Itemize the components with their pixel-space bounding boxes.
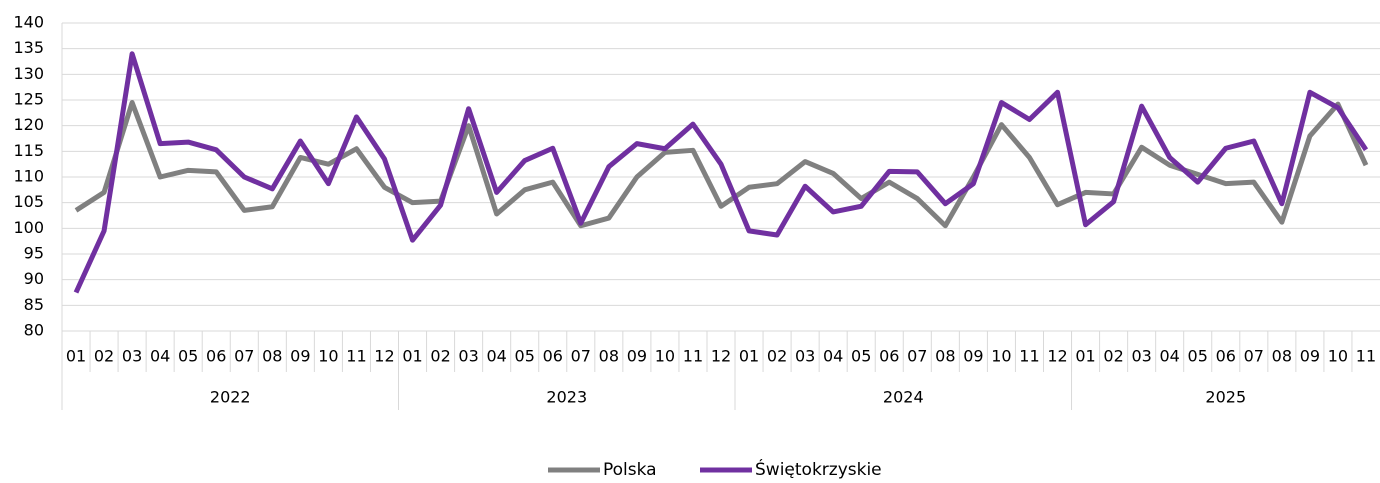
series-line: [73, 51, 1369, 294]
y-tick-label: 80: [24, 321, 44, 340]
x-tick-label: 11: [1356, 347, 1376, 366]
x-tick-label: 04: [823, 347, 843, 366]
x-tick-label: 09: [627, 347, 647, 366]
x-tick-label: 09: [1300, 347, 1320, 366]
x-tick-label: 11: [683, 347, 703, 366]
y-tick-label: 100: [13, 218, 44, 237]
x-tick-label: 06: [543, 347, 563, 366]
x-tick-label: 05: [1188, 347, 1208, 366]
x-tick-label: 03: [795, 347, 815, 366]
x-tick-label: 08: [599, 347, 619, 366]
x-tick-label: 03: [122, 347, 142, 366]
x-tick-label: 01: [66, 347, 86, 366]
x-tick-label: 03: [458, 347, 478, 366]
x-tick-label: 07: [571, 347, 591, 366]
x-tick-label: 05: [515, 347, 535, 366]
x-tick-label: 08: [262, 347, 282, 366]
x-tick-label: 01: [1075, 347, 1095, 366]
y-tick-label: 90: [24, 269, 44, 288]
x-tick-label: 02: [94, 347, 114, 366]
x-tick-label: 02: [430, 347, 450, 366]
x-tick-label: 05: [178, 347, 198, 366]
x-tick-label: 11: [1019, 347, 1039, 366]
legend-label: Świętokrzyskie: [755, 458, 882, 480]
x-tick-label: 06: [206, 347, 226, 366]
x-group-label: 2023: [546, 388, 587, 407]
x-group-label: 2025: [1205, 388, 1246, 407]
x-tick-label: 01: [402, 347, 422, 366]
y-tick-label: 135: [13, 38, 44, 57]
y-tick-label: 85: [24, 295, 44, 314]
x-group-label: 2024: [883, 388, 924, 407]
x-tick-label: 09: [290, 347, 310, 366]
x-tick-label: 01: [739, 347, 759, 366]
x-tick-label: 06: [1216, 347, 1236, 366]
x-tick-label: 12: [374, 347, 394, 366]
x-tick-label: 10: [1328, 347, 1348, 366]
y-tick-label: 130: [13, 64, 44, 83]
x-tick-label: 10: [991, 347, 1011, 366]
x-tick-label: 12: [711, 347, 731, 366]
y-tick-label: 105: [13, 192, 44, 211]
x-tick-label: 02: [767, 347, 787, 366]
x-tick-label: 07: [907, 347, 927, 366]
x-tick-label: 11: [346, 347, 366, 366]
y-tick-label: 120: [13, 115, 44, 134]
x-tick-label: 04: [1160, 347, 1180, 366]
x-tick-label: 02: [1103, 347, 1123, 366]
series-line: [74, 100, 1369, 229]
y-tick-label: 140: [13, 13, 44, 32]
y-tick-label: 125: [13, 90, 44, 109]
x-tick-label: 10: [318, 347, 338, 366]
x-tick-label: 04: [150, 347, 170, 366]
y-tick-label: 110: [13, 167, 44, 186]
x-tick-label: 07: [234, 347, 254, 366]
x-tick-label: 07: [1244, 347, 1264, 366]
x-tick-label: 03: [1131, 347, 1151, 366]
x-group-label: 2022: [210, 388, 251, 407]
y-tick-label: 115: [13, 141, 44, 160]
x-tick-label: 06: [879, 347, 899, 366]
x-tick-label: 12: [1047, 347, 1067, 366]
x-tick-label: 04: [486, 347, 506, 366]
legend-label: Polska: [603, 460, 657, 480]
y-tick-label: 95: [24, 244, 44, 263]
x-tick-label: 10: [655, 347, 675, 366]
x-tick-label: 08: [1272, 347, 1292, 366]
x-tick-label: 09: [963, 347, 983, 366]
x-tick-label: 05: [851, 347, 871, 366]
x-tick-label: 08: [935, 347, 955, 366]
